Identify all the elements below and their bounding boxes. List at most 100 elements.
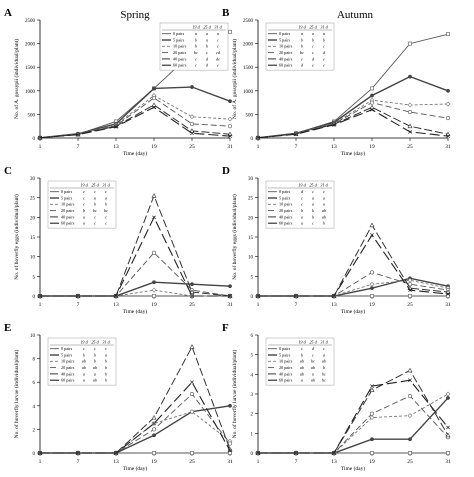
panel-c-table-header: 19 d (80, 183, 88, 188)
panel-d-legend-label: 0 pairs (279, 189, 291, 194)
panel-c-x-tick-label: 19 (151, 302, 157, 308)
panel-d-table-header: 25 d (309, 183, 317, 188)
panel-b-data-point (369, 104, 375, 110)
panel-f-series-line (258, 369, 449, 454)
panel-e-y-tick-label: 6 (33, 381, 36, 386)
panel-b-table-letter: e (323, 56, 325, 61)
panel-b-x-tick-label: 7 (295, 144, 298, 150)
panel-c-y-tick-label: 20 (30, 216, 36, 221)
panel-c-x-tick-label: 13 (113, 302, 119, 308)
panel-e-data-point (189, 409, 195, 415)
panel-d-x-tick-label: 31 (445, 302, 451, 308)
panel-e-series-line (40, 411, 231, 454)
panel-e-table-letter: ab (93, 365, 97, 370)
panel-a-data-point (151, 102, 157, 107)
panel-d-y-axis-label: No. of hoverfly eggs (individual/plant) (231, 194, 238, 280)
panel-b-data-point (446, 134, 450, 138)
panel-c-table-letter: b (83, 208, 85, 213)
panel-b-table-letter: a (301, 31, 303, 36)
column-title-autumn: Autumn (337, 9, 374, 21)
panel-d-y-tick-label: 15 (248, 236, 254, 241)
panel-f-data-point (369, 387, 375, 392)
panel-b-table-letter: c (312, 44, 314, 49)
panel-c-table-letter: b (94, 202, 96, 207)
panel-a-data-point (38, 135, 42, 140)
panel-d-table-letter: a (301, 221, 303, 226)
panel-f-data-point (407, 413, 413, 419)
panel-b-table-letter: c (301, 56, 303, 61)
panel-e-table-letter: c (83, 346, 85, 351)
panel-c-table-letter: c (105, 189, 107, 194)
panel-e-data-point (76, 451, 80, 455)
panel-a-x-tick-label: 31 (227, 144, 233, 150)
panel-c-x-tick-label: 7 (77, 302, 80, 308)
panel-f-table-letter: ab (300, 365, 304, 370)
panel-e-table-letter: b (105, 378, 107, 383)
panel-d-table-letter: ab (322, 208, 326, 213)
panel-c-table-letter: c (105, 214, 107, 219)
panel-b-legend-label: 10 pairs (279, 44, 293, 49)
panel-c-data-point (190, 294, 194, 298)
panel-d-table-letter: b (312, 214, 314, 219)
panel-a-table-letter: bc (194, 50, 198, 55)
panel-f-data-point (294, 451, 298, 455)
panel-f-legend-label: 40 pairs (279, 371, 293, 376)
panel-d-x-tick-label: 7 (295, 302, 298, 308)
panel-a-table-header: 31 d (214, 25, 222, 30)
panel-a-series-line (39, 86, 231, 139)
panel-f-table-letter: ab (300, 371, 304, 376)
panel-e-data-point (228, 451, 232, 455)
panel-a-table-letter: c (195, 56, 197, 61)
panel-c-table-letter: bc (104, 208, 108, 213)
panel-e-x-tick-label: 25 (189, 459, 195, 465)
panel-b-y-tick-label: 500 (246, 113, 254, 118)
panel-b-data-point (370, 107, 374, 112)
panel-a-data-point (189, 128, 195, 133)
panel-d-y-tick-label: 30 (248, 177, 254, 182)
panel-f-y-tick-label: 3 (251, 393, 254, 398)
panel-d-table-letter: b (301, 208, 303, 213)
panel-e-table-letter: c (94, 346, 96, 351)
panel-f-legend-label: 0 pairs (279, 346, 291, 351)
panel-e-table-header: 25 d (91, 340, 99, 345)
panel-b-table-letter: b (301, 44, 303, 49)
panel-f-data-point (407, 393, 412, 398)
panel-d-x-tick-label: 1 (257, 302, 260, 308)
panel-f-data-point (446, 451, 450, 455)
panel-a-table-letter: b (195, 37, 197, 42)
panel-f-y-tick-label: 5 (251, 354, 254, 359)
panel-b-data-point (445, 101, 451, 107)
panel-d-data-point (369, 281, 375, 287)
panel-d-table-header: 19 d (298, 183, 306, 188)
panel-d-y-tick-label: 5 (251, 275, 254, 280)
panel-a-y-tick-label: 1000 (25, 90, 36, 95)
panel-f-data-point (407, 367, 413, 373)
panel-e-data-point (152, 451, 156, 455)
panel-b-y-tick-label: 2000 (243, 43, 254, 48)
panel-c-series-line (40, 289, 230, 297)
panel-c-legend-label: 60 pairs (61, 221, 75, 226)
panel-c-data-point (151, 193, 157, 198)
panel-f-data-point (445, 432, 451, 438)
panel-a-table-letter: c (206, 50, 208, 55)
panel-b-table-letter: c (312, 50, 314, 55)
panel-b-table-letter: a (323, 31, 325, 36)
panel-c-data-point (152, 250, 157, 255)
panel-b-legend-label: 60 pairs (279, 63, 293, 68)
panel-e-table-header: 31 d (102, 340, 110, 345)
panel-a-table-letter: e (217, 63, 219, 68)
panel-a-x-tick-label: 7 (77, 144, 80, 150)
panel-e-letter: E (4, 322, 11, 334)
panel-f-series-line (258, 395, 449, 454)
panel-c-legend-label: 5 pairs (61, 195, 73, 200)
panel-f-table-letter: ab (311, 365, 315, 370)
panel-b-x-tick-label: 31 (445, 144, 451, 150)
panel-e-x-axis-label: Time (day) (123, 465, 148, 472)
panel-d-data-point (370, 294, 374, 298)
panel-c-letter: C (4, 165, 12, 177)
panel-d-table-letter: d (301, 189, 304, 194)
panel-f-table-letter: ab (300, 359, 304, 364)
panel-d-table-letter: a (301, 214, 303, 219)
panel-b-table-header: 31 d (320, 25, 328, 30)
panel-c-legend-box (47, 180, 117, 229)
